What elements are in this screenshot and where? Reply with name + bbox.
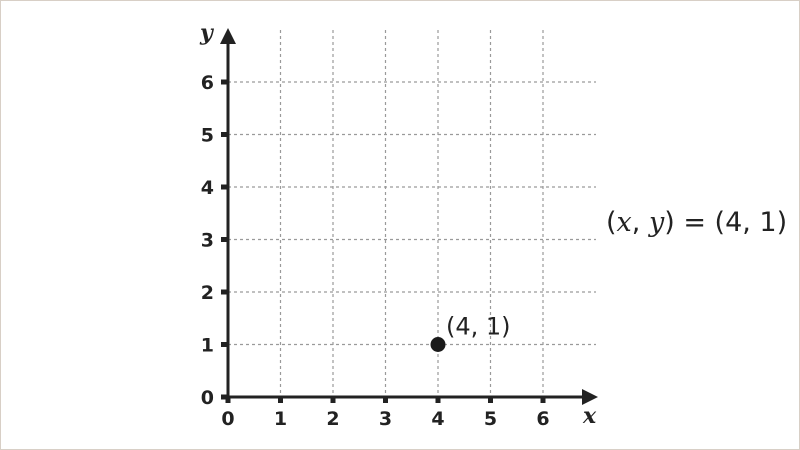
coordinate-equation: (x, y) = (4, 1) (606, 207, 787, 238)
x-tick-label: 3 (379, 408, 392, 430)
y-tick-label: 2 (201, 282, 214, 304)
y-tick-mark (221, 79, 228, 85)
y-tick-mark (221, 289, 228, 295)
x-tick-label: 4 (431, 408, 444, 430)
eq-x: x (616, 207, 632, 238)
y-tick-label: 1 (201, 335, 214, 357)
x-tick-label: 0 (221, 408, 234, 430)
y-tick-label: 6 (201, 72, 214, 94)
x-tick-mark (540, 396, 546, 403)
y-tick-mark (221, 184, 228, 190)
y-tick-label: 3 (201, 230, 214, 252)
eq-rest: ) = (4, 1) (664, 207, 788, 238)
x-tick-label: 5 (484, 408, 497, 430)
y-tick-label: 4 (201, 177, 214, 199)
y-axis-arrow-icon (220, 28, 236, 44)
x-tick-mark (330, 396, 336, 403)
data-point-label: (4, 1) (446, 313, 511, 341)
x-tick-mark (435, 396, 441, 403)
y-tick-mark (221, 237, 228, 242)
eq-open: ( (606, 207, 617, 238)
x-tick-mark (278, 396, 283, 403)
eq-y: y (648, 207, 665, 238)
data-point (430, 337, 446, 352)
y-axis-label: y (199, 20, 215, 46)
x-tick-mark (383, 396, 388, 403)
x-axis-label: x (582, 403, 597, 429)
eq-comma: , (631, 207, 649, 238)
x-tick-label: 6 (536, 408, 549, 430)
y-tick-mark (221, 342, 228, 347)
y-tick-label: 0 (201, 387, 214, 409)
x-tick-label: 2 (326, 408, 339, 430)
x-axis-arrow-icon (582, 389, 598, 405)
y-tick-label: 5 (201, 125, 214, 147)
y-tick-mark (221, 394, 228, 400)
x-tick-mark (488, 396, 493, 403)
y-tick-mark (221, 132, 228, 137)
x-tick-label: 1 (274, 408, 287, 430)
